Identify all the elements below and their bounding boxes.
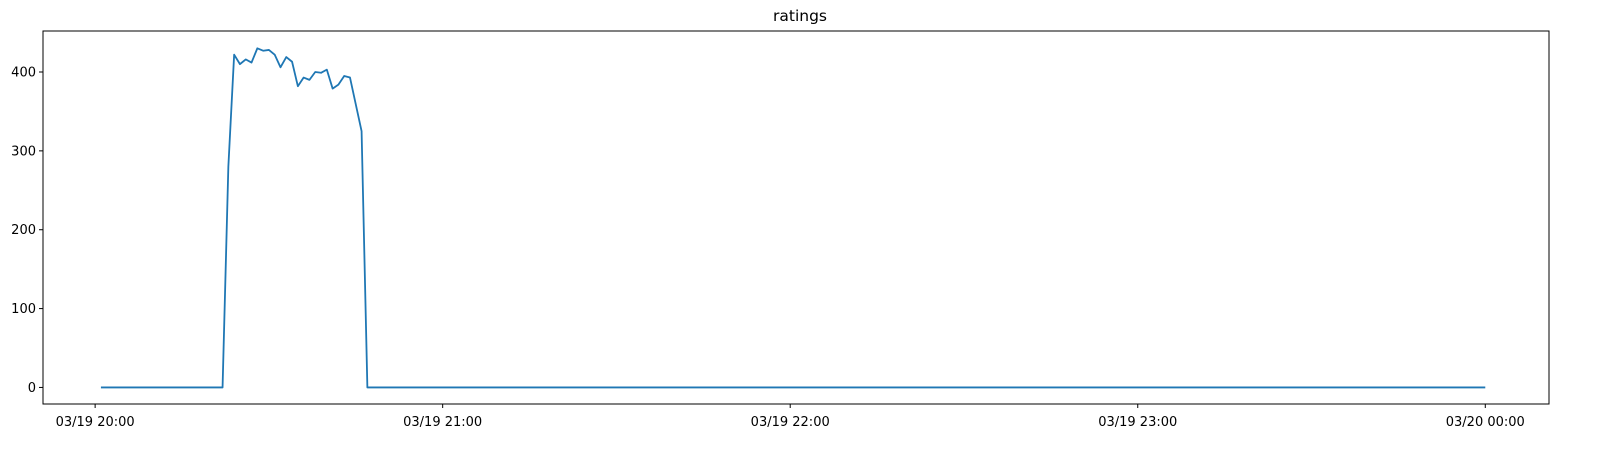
plot-area	[100, 47, 1486, 389]
x-tick-label: 03/20 00:00	[1446, 415, 1525, 430]
x-tick-label: 03/19 22:00	[751, 415, 830, 430]
y-tick-label: 300	[11, 144, 36, 159]
y-tick-label: 200	[11, 223, 36, 238]
y-tick-label: 0	[28, 381, 36, 396]
chart-title: ratings	[773, 7, 827, 25]
y-tick-label: 100	[11, 302, 36, 317]
x-tick-label: 03/19 23:00	[1098, 415, 1177, 430]
series-line-0	[100, 47, 1486, 389]
y-tick-label: 400	[11, 66, 36, 81]
x-tick-label: 03/19 21:00	[403, 415, 482, 430]
axes-frame	[42, 30, 1550, 405]
axes: 0 100 200 300 400 03/19 20:00 03/19 21:00 03/19…	[11, 30, 1550, 430]
x-tick-label: 03/19 20:00	[56, 415, 135, 430]
